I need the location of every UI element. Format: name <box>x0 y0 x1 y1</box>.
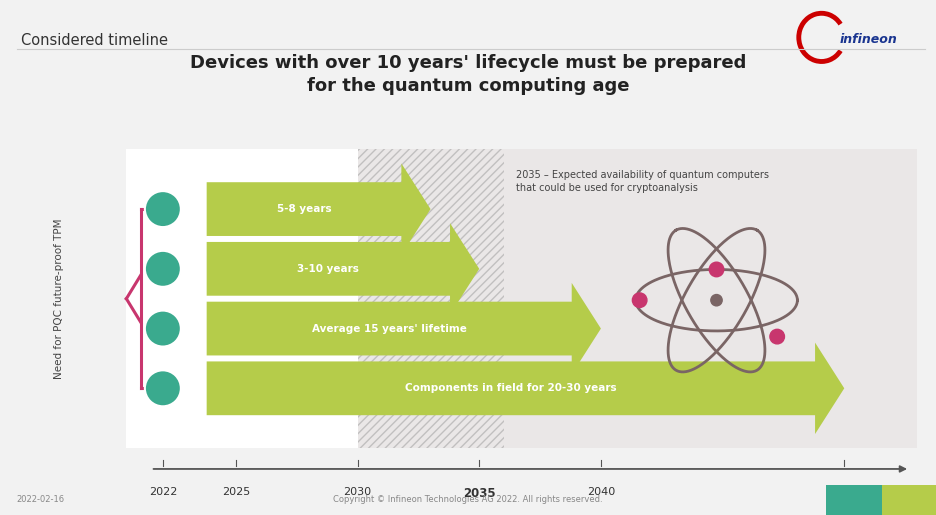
Text: 5: 5 <box>854 493 863 507</box>
Polygon shape <box>207 223 479 315</box>
Text: 5-8 years: 5-8 years <box>277 204 331 214</box>
Text: 2022: 2022 <box>149 487 177 497</box>
Circle shape <box>770 329 784 344</box>
Polygon shape <box>207 342 844 434</box>
Text: 2025: 2025 <box>222 487 250 497</box>
Circle shape <box>633 293 647 307</box>
Ellipse shape <box>145 311 181 347</box>
Text: infineon: infineon <box>840 33 897 46</box>
Text: Considered timeline: Considered timeline <box>21 33 168 48</box>
Polygon shape <box>207 163 431 255</box>
Text: 2035: 2035 <box>463 487 495 500</box>
Text: Components in field for 20-30 years: Components in field for 20-30 years <box>405 383 617 393</box>
Circle shape <box>709 262 724 277</box>
Text: Need for PQC future-proof TPM: Need for PQC future-proof TPM <box>54 218 65 379</box>
Text: 2022-02-16: 2022-02-16 <box>17 495 65 504</box>
Text: Devices with over 10 years' lifecycle must be prepared
for the quantum computing: Devices with over 10 years' lifecycle mu… <box>190 54 746 95</box>
Bar <box>358 149 504 448</box>
Text: 2040: 2040 <box>587 487 615 497</box>
Ellipse shape <box>145 370 181 406</box>
Text: 2030: 2030 <box>344 487 372 497</box>
Text: 2050: 2050 <box>830 487 858 497</box>
Text: Copyright © Infineon Technologies AG 2022. All rights reserved.: Copyright © Infineon Technologies AG 202… <box>333 495 603 504</box>
Polygon shape <box>207 283 601 374</box>
Ellipse shape <box>145 251 181 287</box>
Text: 3-10 years: 3-10 years <box>298 264 359 274</box>
Ellipse shape <box>145 191 181 227</box>
Text: Average 15 years' lifetime: Average 15 years' lifetime <box>312 323 467 334</box>
Bar <box>358 149 917 448</box>
Text: 2035 – Expected availability of quantum computers
that could be used for cryptoa: 2035 – Expected availability of quantum … <box>516 170 768 194</box>
Circle shape <box>710 295 723 306</box>
